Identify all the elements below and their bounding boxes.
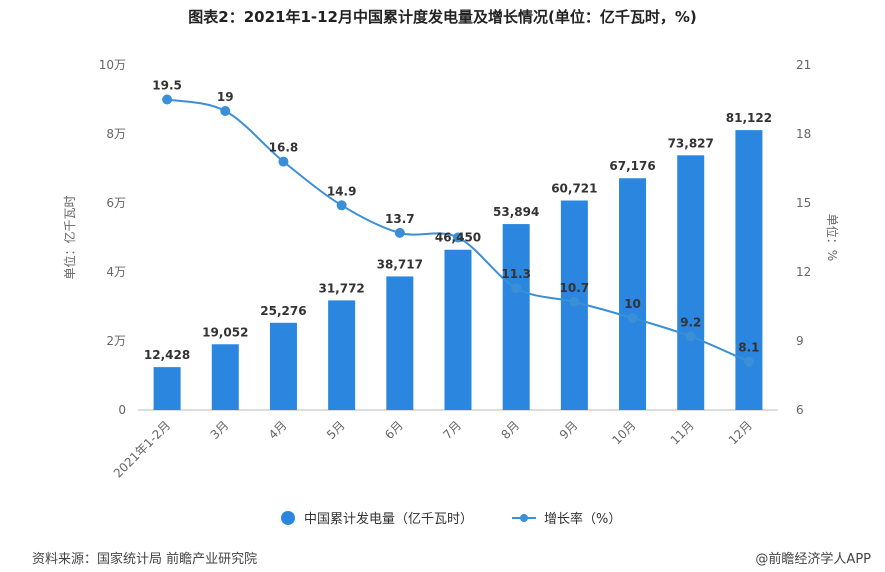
bar-value-label: 38,717 xyxy=(377,257,423,271)
legend-circle-icon xyxy=(281,510,295,525)
y-right-tick-label: 12 xyxy=(796,265,811,279)
y-left-axis-title: 单位：亿千瓦时 xyxy=(62,195,77,279)
y-right-tick-label: 21 xyxy=(796,58,811,72)
line-point xyxy=(627,313,638,323)
line-value-label: 9.2 xyxy=(680,315,701,329)
bar-value-label: 19,052 xyxy=(202,325,248,339)
bar xyxy=(619,178,647,410)
line-point xyxy=(453,232,463,243)
bar xyxy=(153,367,181,410)
x-tick-label: 10月 xyxy=(609,418,638,447)
bar-value-label: 67,176 xyxy=(609,159,655,173)
credit-note: @前瞻经济学人APP xyxy=(755,552,871,567)
bar xyxy=(269,322,297,410)
legend-line-icon xyxy=(512,513,536,522)
line-value-label: 16.8 xyxy=(269,141,299,155)
line-point xyxy=(511,283,522,294)
x-tick-label: 3月 xyxy=(208,418,232,442)
y-left-tick-label: 8万 xyxy=(106,127,126,141)
line-value-label: 14.9 xyxy=(327,184,357,198)
x-tick-label: 11月 xyxy=(668,418,697,447)
line-value-label: 13.7 xyxy=(385,212,415,226)
line-point xyxy=(220,106,231,116)
y-left-tick-label: 2万 xyxy=(106,334,126,348)
bar-value-label: 60,721 xyxy=(551,182,597,196)
chart-title: 图表2：2021年1-12月中国累计度发电量及增长情况(单位：亿千瓦时，%) xyxy=(188,8,697,26)
x-tick-label: 2021年1-2月 xyxy=(111,418,173,480)
x-tick-label: 4月 xyxy=(266,418,290,442)
bar-value-label: 46,450 xyxy=(435,231,481,245)
line-point xyxy=(162,94,173,105)
line-series xyxy=(162,94,754,367)
y-right-tick-label: 15 xyxy=(796,196,811,210)
bar-value-label: 73,827 xyxy=(668,136,714,150)
line-point xyxy=(394,227,405,238)
legend-item-bar: 中国累计发电量（亿千瓦时） xyxy=(280,508,473,527)
line-point xyxy=(569,296,580,307)
line-point xyxy=(685,331,696,342)
source-note: 资料来源：国家统计局 前瞻产业研究院 xyxy=(32,552,258,567)
bar-series xyxy=(153,130,763,411)
bar-value-label: 81,122 xyxy=(726,111,772,125)
bar xyxy=(444,249,472,410)
x-tick-label: 7月 xyxy=(440,418,464,442)
x-tick-label: 8月 xyxy=(499,418,523,442)
y-left-tick-label: 0 xyxy=(118,403,126,417)
line-point xyxy=(743,356,754,367)
line-point xyxy=(278,156,289,167)
y-right-tick-label: 18 xyxy=(796,127,811,141)
y-left-tick-label: 10万 xyxy=(99,58,126,72)
bar-value-label: 12,428 xyxy=(144,348,190,362)
legend-item-line: 增长率（%） xyxy=(512,508,621,527)
legend-label-bar: 中国累计发电量（亿千瓦时） xyxy=(304,512,474,527)
y-right-tick-label: 9 xyxy=(796,334,804,348)
line-value-label: 8.1 xyxy=(738,341,759,355)
y-right-tick-label: 6 xyxy=(796,403,804,417)
bar xyxy=(328,300,356,410)
y-left-tick-label: 4万 xyxy=(106,265,126,279)
bar xyxy=(211,344,239,410)
line-value-label: 11.3 xyxy=(501,267,531,281)
line-value-label: 10 xyxy=(624,297,641,311)
bar xyxy=(677,155,705,410)
bar-value-label: 53,894 xyxy=(493,205,539,219)
line-point xyxy=(336,200,347,211)
x-tick-label: 9月 xyxy=(557,418,581,442)
x-tick-label: 12月 xyxy=(726,418,755,447)
line-value-label: 19.5 xyxy=(152,79,182,93)
bar-value-label: 31,772 xyxy=(318,281,364,295)
bar xyxy=(735,130,763,411)
legend-label-line: 增长率（%） xyxy=(544,512,622,527)
bar xyxy=(502,224,530,410)
y-left-tick-label: 6万 xyxy=(106,196,126,210)
line-value-label: 10.7 xyxy=(560,281,590,295)
data-labels: 12,428 19,052 25,276 31,772 38,717 46,450 53,8… xyxy=(144,79,772,363)
x-tick-label: 5月 xyxy=(324,418,348,442)
bar-value-label: 25,276 xyxy=(260,304,306,318)
line-value-label: 19 xyxy=(217,90,234,104)
bar xyxy=(386,276,414,410)
x-tick-label: 6月 xyxy=(382,418,406,442)
y-right-axis-title: 单位：% xyxy=(825,214,840,261)
